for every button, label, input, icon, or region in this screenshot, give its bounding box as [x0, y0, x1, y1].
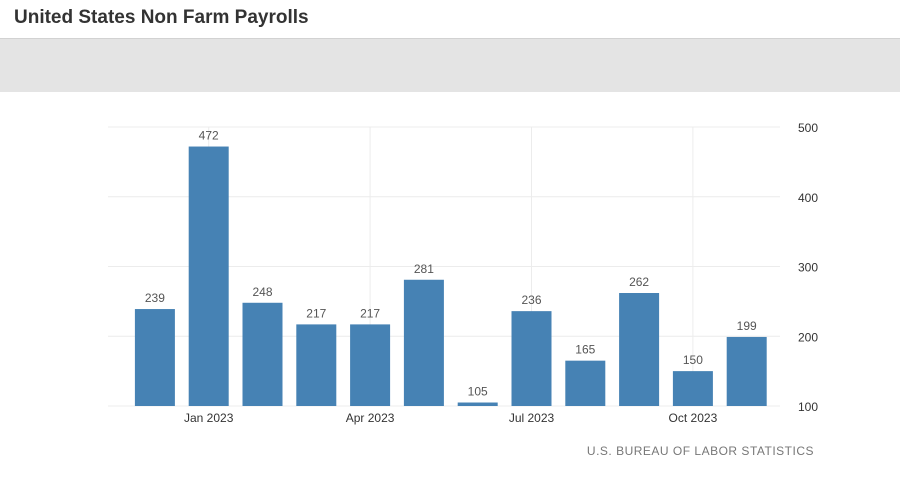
y-tick-label: 200 — [798, 330, 818, 344]
bar-value-label: 248 — [252, 285, 272, 299]
y-tick-label: 300 — [798, 261, 818, 275]
bar-layer — [134, 146, 767, 406]
bar[interactable] — [296, 324, 337, 406]
bar[interactable] — [619, 293, 660, 406]
bar[interactable] — [134, 309, 175, 406]
source-label: U.S. BUREAU OF LABOR STATISTICS — [586, 444, 814, 458]
bar-value-label: 105 — [468, 385, 488, 399]
x-tick-label: Oct 2023 — [669, 411, 718, 425]
y-tick-label: 500 — [798, 121, 818, 135]
bar-value-label: 150 — [683, 353, 703, 367]
x-tick-label: Jan 2023 — [184, 411, 234, 425]
bar[interactable] — [350, 324, 391, 406]
bar-value-label: 217 — [360, 306, 380, 320]
x-tick-label: Apr 2023 — [346, 411, 395, 425]
bar-value-label: 281 — [414, 262, 434, 276]
bar-value-label: 217 — [306, 306, 326, 320]
bar-value-label: 239 — [145, 291, 165, 305]
bar-value-label: 472 — [199, 129, 219, 143]
bar-value-label: 236 — [521, 293, 541, 307]
x-tick-label: Jul 2023 — [509, 411, 555, 425]
y-tick-label: 400 — [798, 191, 818, 205]
bar-value-label: 199 — [737, 319, 757, 333]
bar[interactable] — [726, 336, 767, 406]
bar-value-label: 262 — [629, 275, 649, 289]
bar[interactable] — [565, 360, 606, 406]
bar[interactable] — [188, 146, 229, 406]
label-layer: 239 472 248 217 217 281 105 236 165 262 150 199 — [145, 129, 757, 399]
axis-layer: 100 200 300 400 500 Jan 2023 Apr 2023 Jul 2023 O… — [184, 121, 818, 425]
bar[interactable] — [403, 279, 444, 406]
bar[interactable] — [672, 371, 713, 406]
bar[interactable] — [242, 302, 283, 406]
page-title: United States Non Farm Payrolls — [14, 7, 309, 28]
bar[interactable] — [457, 402, 498, 406]
title-bar: United States Non Farm Payrolls — [0, 0, 900, 38]
bar-value-label: 165 — [575, 343, 595, 357]
y-tick-label: 100 — [798, 400, 818, 414]
chart-area — [0, 92, 900, 487]
bar[interactable] — [511, 311, 552, 406]
toolbar-band — [0, 38, 900, 92]
